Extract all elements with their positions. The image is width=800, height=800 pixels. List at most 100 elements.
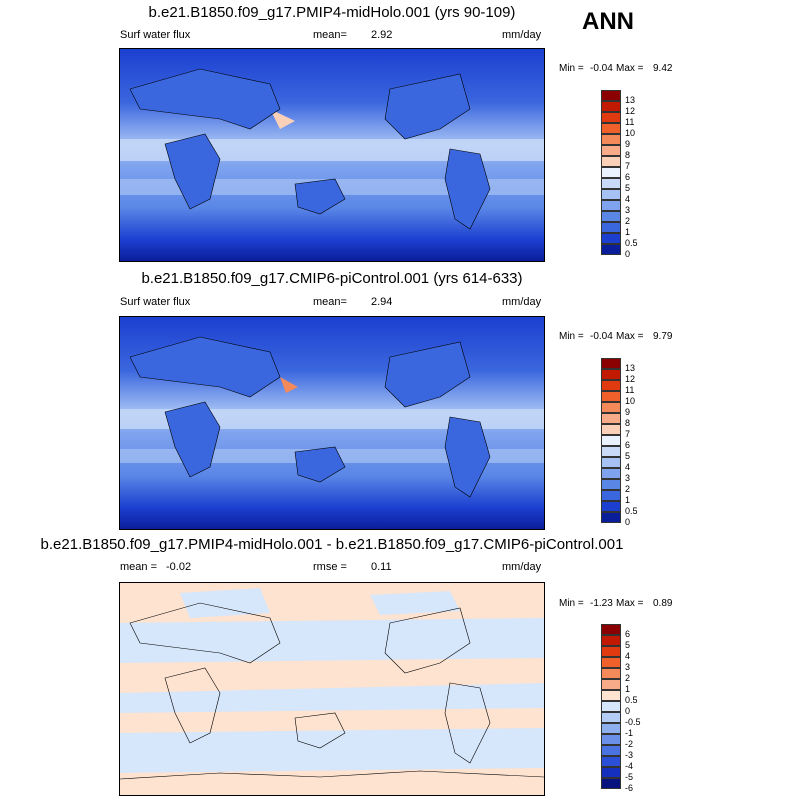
panel-1-min-value: -0.04 <box>590 63 613 74</box>
colorbar-swatch <box>601 200 621 211</box>
panel-1-map <box>119 48 545 262</box>
colorbar-swatch <box>601 657 621 668</box>
panel-3-rmse-value: 0.11 <box>371 561 392 573</box>
colorbar-swatch <box>601 391 621 402</box>
colorbar-swatch <box>601 413 621 424</box>
colorbar-swatch <box>601 501 621 512</box>
panel-3-max-label: Max = <box>616 598 644 609</box>
colorbar-swatch <box>601 701 621 712</box>
colorbar-level-label: 9 <box>625 407 631 417</box>
panel-3-rmse-label: rmse = <box>313 561 347 573</box>
colorbar-level-label: 2 <box>625 216 631 226</box>
colorbar-swatch <box>601 222 621 233</box>
colorbar-level-label: 4 <box>625 651 631 661</box>
colorbar-level-label: 6 <box>625 629 631 639</box>
colorbar-swatch <box>601 767 621 778</box>
colorbar-level-label: 3 <box>625 473 631 483</box>
colorbar-swatch <box>601 778 621 789</box>
panel-1-mean-value: 2.92 <box>371 29 393 41</box>
colorbar-level-label: 3 <box>625 205 631 215</box>
colorbar-swatch <box>601 369 621 380</box>
colorbar-level-label: 13 <box>625 363 636 373</box>
panel-3-title: b.e21.B1850.f09_g17.PMIP4-midHolo.001 - … <box>40 536 624 553</box>
panel-3-mean-label: mean = <box>120 561 157 573</box>
colorbar-level-label: 0.5 <box>625 506 638 516</box>
colorbar-level-label: 0 <box>625 517 631 527</box>
colorbar-swatch <box>601 435 621 446</box>
colorbar-level-label: 0.5 <box>625 238 638 248</box>
colorbar-swatch <box>601 624 621 635</box>
colorbar-level-label: 7 <box>625 429 631 439</box>
panel-2-mean-value: 2.94 <box>371 296 393 308</box>
colorbar-level-label: -0.5 <box>625 717 641 727</box>
colorbar-level-label: 0.5 <box>625 695 638 705</box>
colorbar-level-label: 11 <box>625 385 635 395</box>
colorbar-level-label: 7 <box>625 161 631 171</box>
panel-1-mean-label: mean= <box>313 29 347 41</box>
colorbar-swatch <box>601 380 621 391</box>
colorbar-level-label: 5 <box>625 183 631 193</box>
colorbar-level-label: 2 <box>625 673 631 683</box>
panel-2-max-value: 9.79 <box>653 331 673 342</box>
colorbar-level-label: -5 <box>625 772 634 782</box>
panel-2-map-field <box>120 317 544 529</box>
panel-3-min-value: -1.23 <box>590 598 613 609</box>
colorbar-swatch <box>601 101 621 112</box>
panel-3-max-value: 0.89 <box>653 598 673 609</box>
panel-1-colorbar: 13 12 11 10 9 8 7 6 5 4 3 2 1 0.5 0 <box>601 90 661 259</box>
colorbar-level-label: -4 <box>625 761 634 771</box>
colorbar-level-label: 1 <box>625 495 631 505</box>
panel-1-variable-label: Surf water flux <box>120 29 191 41</box>
panel-1-min-label: Min = <box>559 63 584 74</box>
colorbar-level-label: 6 <box>625 172 631 182</box>
colorbar-swatch <box>601 134 621 145</box>
colorbar-swatch <box>601 457 621 468</box>
colorbar-swatch <box>601 756 621 767</box>
colorbar-level-label: -2 <box>625 739 634 749</box>
colorbar-level-label: 11 <box>625 117 635 127</box>
panel-1-units: mm/day <box>502 29 542 41</box>
panel-3-mean-value: -0.02 <box>166 561 192 573</box>
colorbar-swatch <box>601 233 621 244</box>
panel-2-units: mm/day <box>502 296 542 308</box>
season-label: ANN <box>582 8 634 35</box>
panel-2-min-value: -0.04 <box>590 331 613 342</box>
colorbar-level-label: 6 <box>625 440 631 450</box>
colorbar-level-label: 0 <box>625 249 631 259</box>
colorbar-swatch <box>601 424 621 435</box>
colorbar-level-label: 8 <box>625 418 631 428</box>
panel-3-min-label: Min = <box>559 598 584 609</box>
colorbar-swatch <box>601 358 621 369</box>
panel-1-title: b.e21.B1850.f09_g17.PMIP4-midHolo.001 (y… <box>148 4 516 21</box>
colorbar-level-label: 8 <box>625 150 631 160</box>
colorbar-swatch <box>601 145 621 156</box>
colorbar-level-label: 12 <box>625 106 636 116</box>
colorbar-swatch <box>601 646 621 657</box>
colorbar-swatch <box>601 479 621 490</box>
colorbar-swatch <box>601 90 621 101</box>
colorbar-level-label: 5 <box>625 451 631 461</box>
colorbar-swatch <box>601 668 621 679</box>
colorbar-level-label: 3 <box>625 662 631 672</box>
panel-1-map-field <box>120 49 544 261</box>
colorbar-swatch <box>601 402 621 413</box>
panel-2-mean-label: mean= <box>313 296 347 308</box>
panel-3-colorbar: 6 5 4 3 2 1 0.5 0 -0.5 -1 -2 -3 -4 -5 -6 <box>601 624 661 793</box>
colorbar-level-label: 13 <box>625 95 636 105</box>
colorbar-level-label: 4 <box>625 194 631 204</box>
colorbar-level-label: 5 <box>625 640 631 650</box>
colorbar-swatch <box>601 723 621 734</box>
colorbar-level-label: 2 <box>625 484 631 494</box>
colorbar-swatch <box>601 690 621 701</box>
colorbar-level-label: -3 <box>625 750 634 760</box>
colorbar-level-label: 9 <box>625 139 631 149</box>
panel-1-max-label: Max = <box>616 63 644 74</box>
colorbar-swatch <box>601 167 621 178</box>
colorbar-level-label: -6 <box>625 783 634 793</box>
colorbar-level-label: 1 <box>625 227 631 237</box>
colorbar-swatch <box>601 468 621 479</box>
colorbar-swatch <box>601 211 621 222</box>
colorbar-level-label: 10 <box>625 128 636 138</box>
panel-2-max-label: Max = <box>616 331 644 342</box>
colorbar-level-label: -1 <box>625 728 634 738</box>
